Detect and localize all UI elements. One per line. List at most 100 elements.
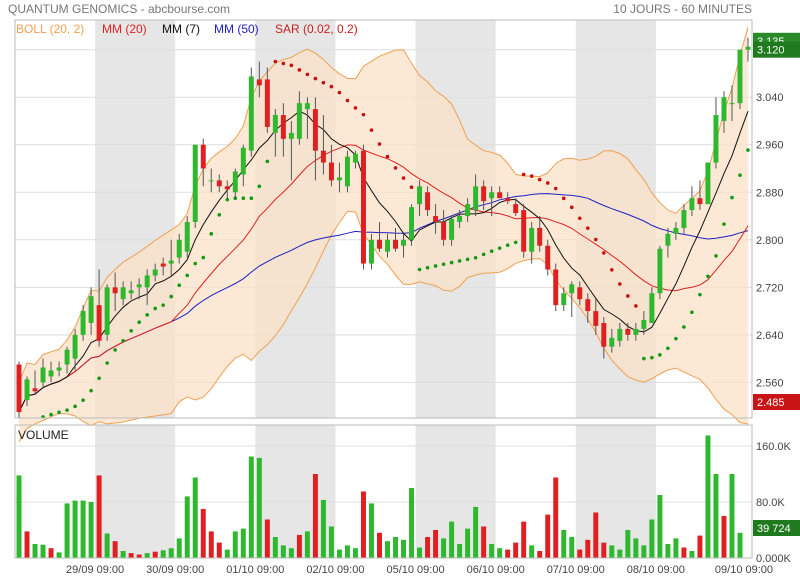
volume-bar [248, 456, 254, 558]
candle-body [713, 115, 719, 163]
sar-dot [377, 142, 382, 146]
sar-dot [289, 63, 294, 68]
volume-bar [264, 519, 270, 558]
sar-dot [449, 260, 454, 265]
sar-dot [545, 181, 550, 185]
candle-body [40, 367, 46, 383]
low-price-box: 2.485 [753, 394, 800, 410]
volume-bar [433, 530, 439, 558]
candle-body [425, 192, 431, 211]
volume-bar [689, 551, 695, 558]
volume-bar [617, 549, 623, 558]
volume-bar [104, 533, 110, 558]
candle-body [473, 186, 479, 211]
volume-bar [737, 532, 743, 558]
candle-body [729, 103, 735, 105]
candle-body [529, 227, 535, 252]
last-volume-box: 39 724 [753, 520, 800, 536]
sar-dot [666, 346, 670, 351]
volume-bar [192, 477, 198, 558]
volume-bar [32, 544, 38, 558]
candle-body [80, 311, 86, 335]
sar-dot [746, 148, 750, 152]
sar-dot [401, 176, 406, 180]
volume-bar [457, 544, 463, 558]
volume-bar [320, 499, 326, 558]
volume-bar [537, 551, 543, 558]
volume-bar [304, 531, 310, 558]
sar-dot [193, 261, 198, 266]
sar-dot [313, 76, 318, 81]
sar-dot [65, 408, 69, 412]
x-tick-label: 30/09 09:00 [146, 564, 204, 576]
candle-body [401, 239, 407, 246]
candle-body [96, 305, 102, 341]
sar-dot [513, 240, 518, 245]
candle-body [737, 49, 743, 104]
candle-body [144, 275, 150, 288]
sar-dot [577, 216, 582, 221]
candle-body [393, 239, 398, 249]
volume-bar [497, 548, 503, 558]
volume-bar [312, 474, 318, 558]
volume-bar [112, 541, 118, 558]
candle-body [697, 198, 703, 205]
last-volume-box-bg [753, 520, 800, 536]
volume-bar [168, 548, 174, 558]
volume-bar [152, 551, 158, 558]
volume-title: VOLUME [18, 428, 69, 442]
legend-boll: BOLL (20, 2) [16, 22, 84, 36]
volume-bar [425, 537, 431, 558]
volume-bar [657, 495, 663, 558]
volume-bar [385, 541, 390, 558]
volume-bar [705, 435, 711, 558]
candle-body [513, 204, 519, 214]
volume-bar [609, 545, 615, 558]
candle-body [88, 296, 94, 323]
candle-body [352, 153, 358, 163]
candle-body [689, 198, 695, 211]
candle-body [176, 239, 182, 258]
candle-body [721, 97, 727, 121]
sar-dot [593, 237, 598, 242]
sar-dot [610, 268, 614, 272]
candle-body [288, 132, 294, 139]
volume-bar [417, 547, 423, 558]
candle-body [224, 186, 230, 190]
candle-body [16, 364, 22, 413]
sar-dot [129, 328, 133, 333]
candle-body [344, 156, 350, 187]
last-volume-box-text: 39 724 [757, 523, 791, 535]
sar-dot [49, 412, 53, 417]
volume-bar [160, 550, 166, 558]
sar-dot [273, 59, 278, 64]
sar-dot [225, 197, 230, 202]
candle-body [537, 227, 543, 246]
sar-dot [730, 195, 734, 200]
sar-dot [113, 348, 117, 352]
sar-dot [425, 265, 430, 270]
candle-body [417, 186, 423, 205]
candle-body [601, 322, 607, 347]
volume-bar [288, 548, 294, 558]
volume-tick-label: 80.0K [756, 497, 785, 509]
candle-body [184, 221, 190, 252]
volume-bar [681, 547, 687, 558]
volume-bar [529, 545, 535, 558]
price-tick-label: 2.800 [756, 235, 784, 247]
volume-bar [344, 545, 350, 558]
sar-dot [529, 174, 534, 178]
volume-bar [128, 553, 134, 558]
chart-period: 10 JOURS - 60 MINUTES [613, 2, 752, 16]
sar-dot [305, 72, 310, 77]
volume-bar [673, 538, 679, 558]
sar-dot [738, 173, 742, 177]
candle-body [168, 260, 174, 264]
volume-bar [545, 514, 551, 558]
candle-body [200, 144, 206, 169]
volume-bar [505, 549, 511, 558]
sar-dot [521, 172, 526, 177]
candle-body [441, 221, 447, 240]
candle-body [385, 239, 390, 252]
candle-body [136, 284, 142, 288]
